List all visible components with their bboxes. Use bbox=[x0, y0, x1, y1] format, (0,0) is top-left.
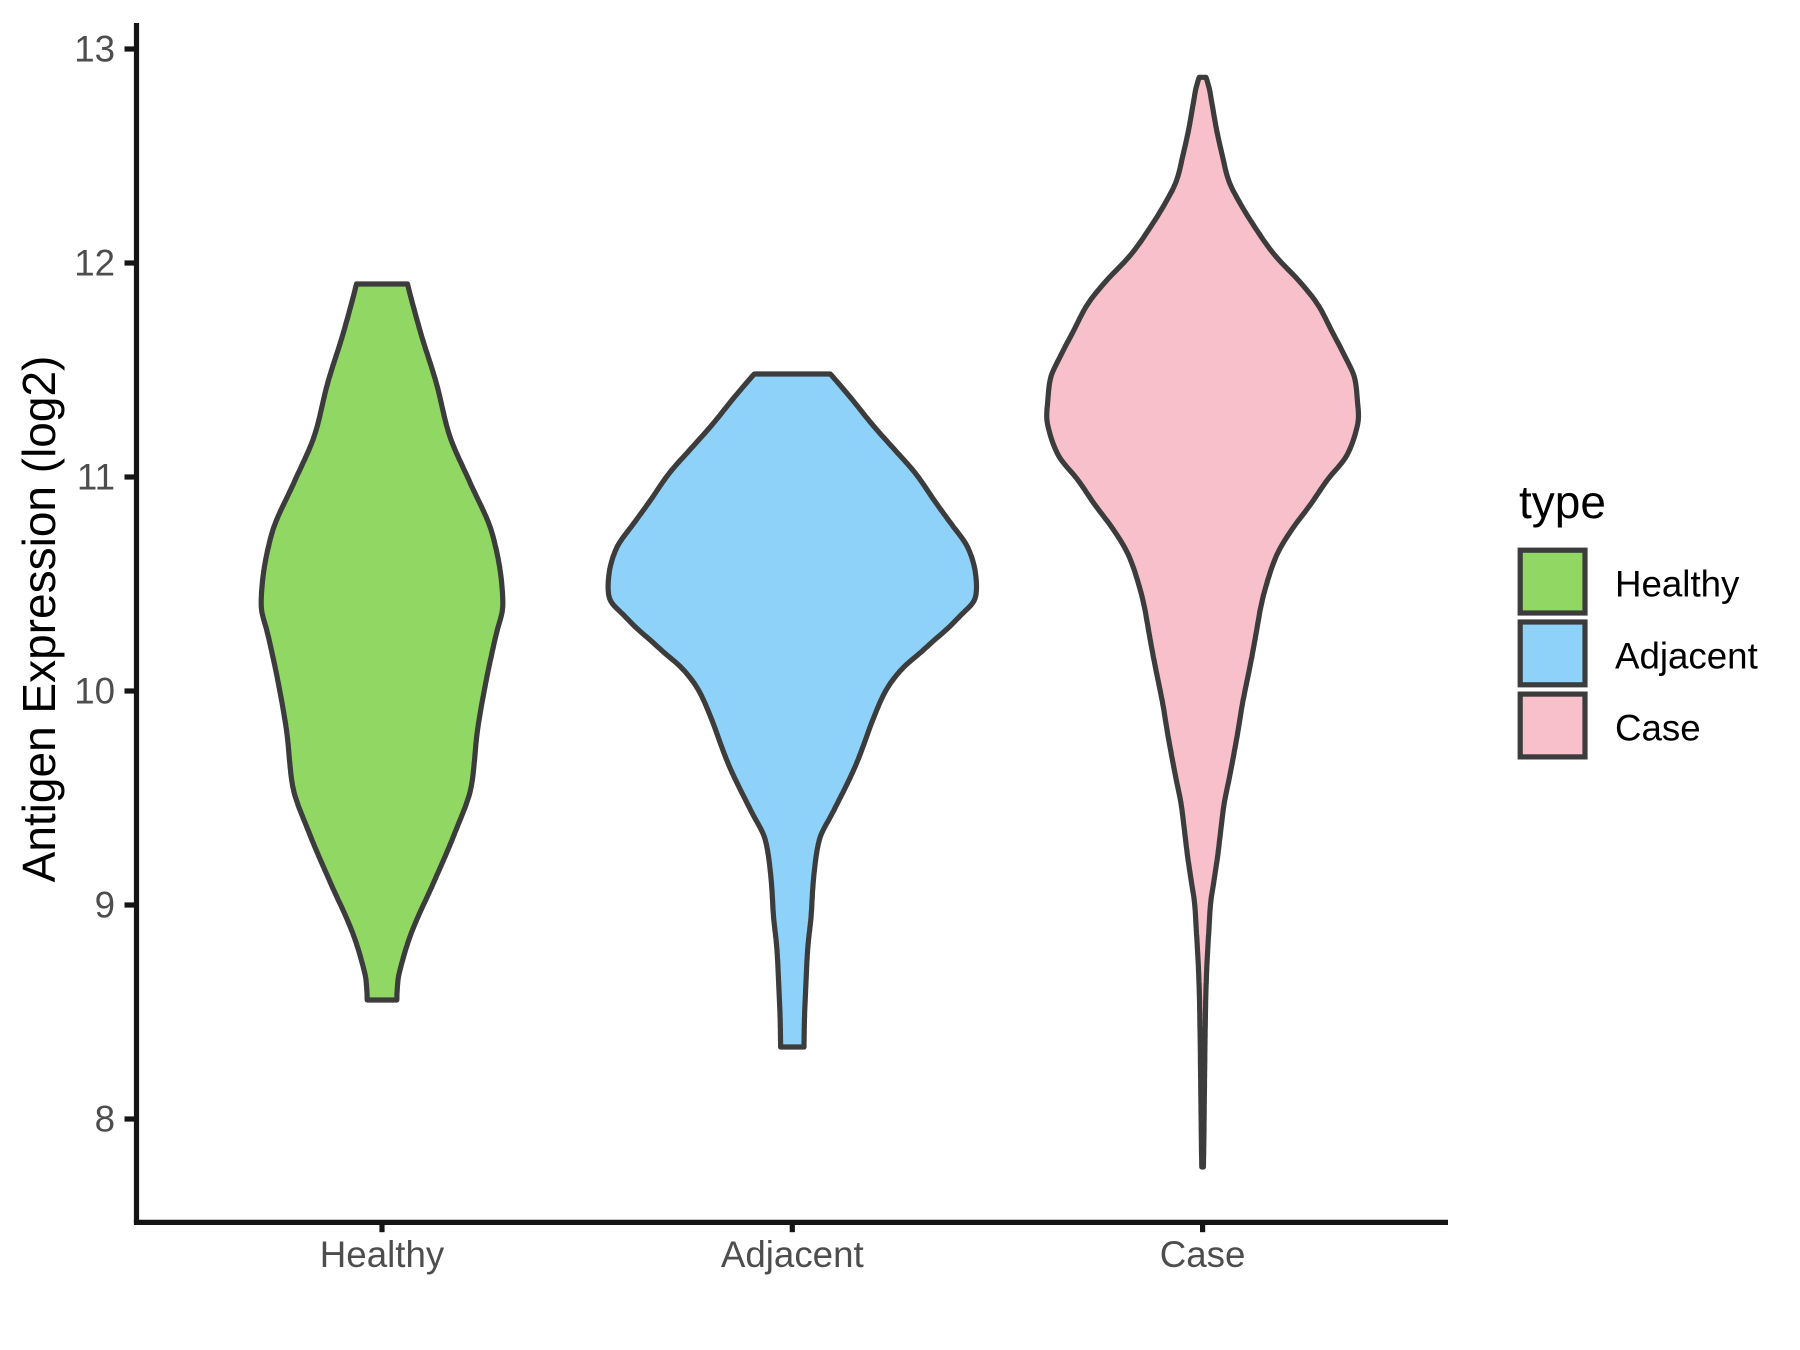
svg-text:type: type bbox=[1519, 476, 1606, 528]
svg-text:9: 9 bbox=[95, 885, 115, 926]
svg-text:Case: Case bbox=[1615, 708, 1701, 749]
svg-text:10: 10 bbox=[74, 671, 115, 712]
svg-text:12: 12 bbox=[74, 243, 115, 284]
svg-text:8: 8 bbox=[95, 1099, 115, 1140]
svg-text:Adjacent: Adjacent bbox=[721, 1234, 864, 1275]
svg-text:Antigen Expression (log2): Antigen Expression (log2) bbox=[13, 356, 65, 883]
svg-text:13: 13 bbox=[74, 29, 115, 70]
svg-text:Adjacent: Adjacent bbox=[1615, 635, 1758, 676]
svg-text:11: 11 bbox=[77, 457, 115, 498]
svg-text:Healthy: Healthy bbox=[1615, 564, 1740, 605]
svg-text:Healthy: Healthy bbox=[320, 1234, 445, 1275]
svg-text:Case: Case bbox=[1160, 1234, 1246, 1275]
